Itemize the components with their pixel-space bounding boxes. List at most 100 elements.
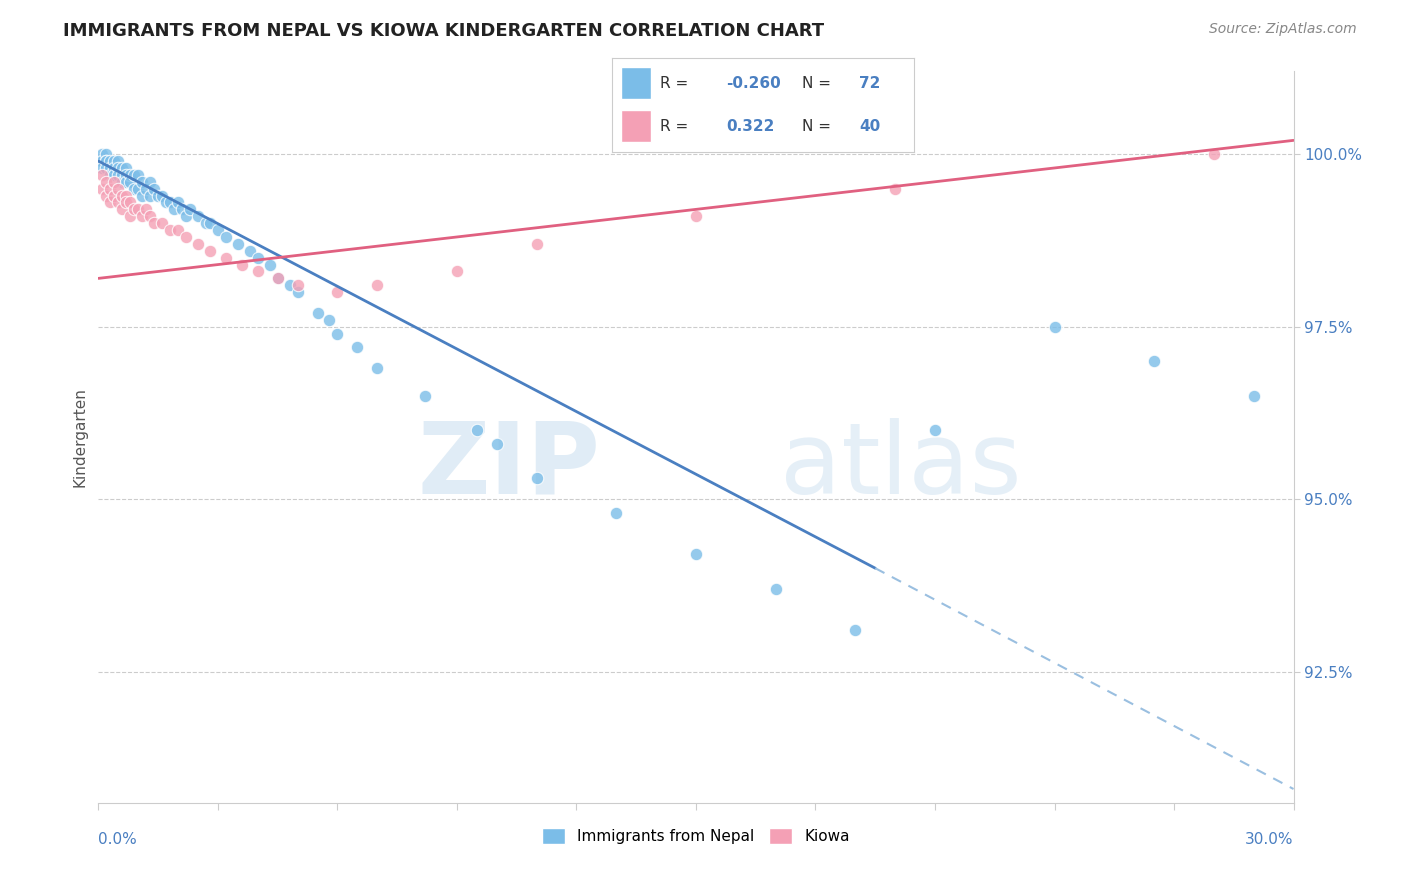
Bar [620,111,651,142]
Point [318,312,340,326]
Text: Source: ZipAtlas.com: Source: ZipAtlas.com [1209,22,1357,37]
Point [174,230,197,244]
Point [115,188,138,202]
Point [148,188,170,202]
Point [172,202,194,217]
Bar [620,68,651,99]
Point [139,188,162,202]
Point [1043,319,1066,334]
Point [167,195,190,210]
Point [231,258,253,272]
Point [287,285,309,300]
Point [96,154,118,169]
Point [685,548,707,562]
Point [98,154,122,169]
Text: 30.0%: 30.0% [1246,832,1294,847]
Point [326,285,349,300]
Point [107,154,129,169]
Point [143,182,166,196]
Point [226,236,249,251]
Point [103,168,125,182]
Point [96,154,118,169]
Point [143,216,166,230]
Point [120,175,142,189]
Text: N =: N = [801,119,831,134]
Point [107,195,129,210]
Point [115,195,138,210]
Point [1143,354,1166,368]
Point [91,168,114,182]
Point [107,182,129,196]
Point [307,306,329,320]
Text: 0.322: 0.322 [727,119,775,134]
Point [111,188,134,202]
Point [111,175,134,189]
Point [246,251,269,265]
Point [1202,147,1225,161]
Point [131,209,153,223]
Point [131,188,153,202]
Point [163,202,186,217]
Text: N =: N = [801,76,831,91]
Point [111,161,134,175]
Point [195,216,218,230]
Point [139,175,162,189]
Point [124,182,146,196]
Point [159,223,181,237]
Point [413,389,436,403]
Point [96,175,118,189]
Point [107,161,129,175]
Point [485,437,508,451]
Point [215,251,238,265]
Point [103,154,125,169]
Point [120,195,142,210]
Point [287,278,309,293]
Text: 40: 40 [859,119,880,134]
Point [115,161,138,175]
Point [278,278,301,293]
Point [884,182,907,196]
Point [103,161,125,175]
Point [127,168,149,182]
Point [526,471,548,485]
Point [120,209,142,223]
Point [155,195,177,210]
Point [139,209,162,223]
Text: 72: 72 [859,76,882,91]
Point [159,195,181,210]
Point [91,161,114,175]
Point [115,168,138,182]
Point [127,182,149,196]
Point [96,161,118,175]
Point [98,195,122,210]
Point [135,202,157,217]
Text: 0.0%: 0.0% [98,832,138,847]
Point [198,216,221,230]
Point [150,216,173,230]
Text: atlas: atlas [779,417,1021,515]
Point [107,168,129,182]
Point [346,340,368,354]
Text: -0.260: -0.260 [727,76,782,91]
Point [246,264,269,278]
Point [239,244,262,258]
Point [96,147,118,161]
Point [111,202,134,217]
Point [179,202,201,217]
Point [446,264,468,278]
Point [605,506,627,520]
Legend: Immigrants from Nepal, Kiowa: Immigrants from Nepal, Kiowa [536,822,856,850]
Point [124,202,146,217]
Point [124,168,146,182]
Point [844,624,866,638]
Point [198,244,221,258]
Point [135,182,157,196]
Point [103,188,125,202]
Point [326,326,349,341]
Point [366,278,388,293]
Point [526,236,548,251]
Point [96,188,118,202]
Point [98,182,122,196]
Point [98,168,122,182]
Point [174,209,197,223]
